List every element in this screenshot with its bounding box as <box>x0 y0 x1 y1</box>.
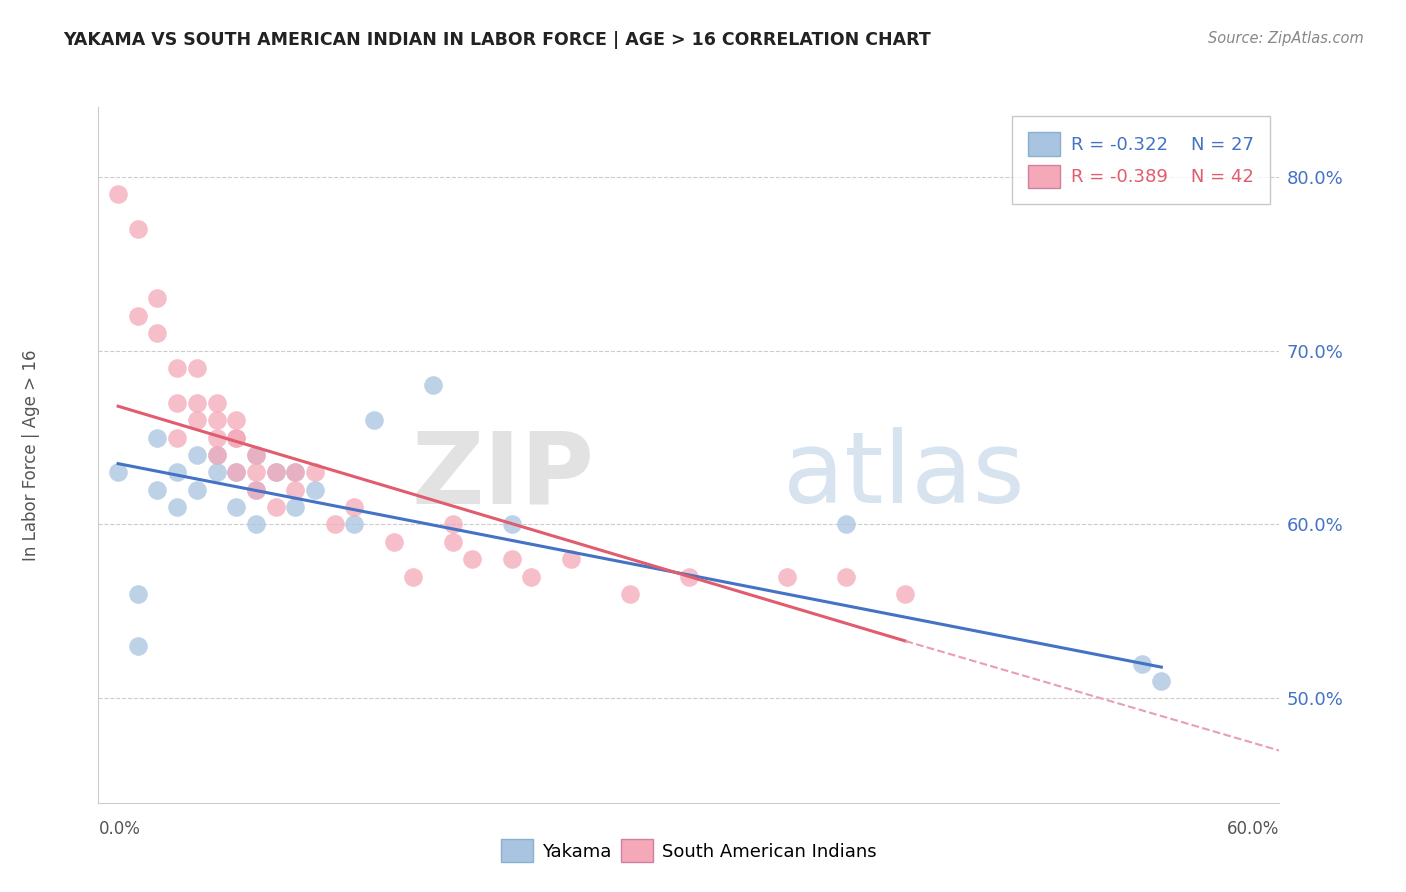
Point <box>166 430 188 444</box>
Point <box>1130 657 1153 671</box>
Point <box>1150 673 1173 688</box>
Point <box>225 465 247 479</box>
Point <box>402 570 425 584</box>
Point <box>245 448 267 462</box>
Text: YAKAMA VS SOUTH AMERICAN INDIAN IN LABOR FORCE | AGE > 16 CORRELATION CHART: YAKAMA VS SOUTH AMERICAN INDIAN IN LABOR… <box>63 31 931 49</box>
Point <box>186 413 208 427</box>
Point <box>894 587 917 601</box>
Point <box>127 221 149 235</box>
Point <box>501 552 523 566</box>
Text: ZIP: ZIP <box>412 427 595 524</box>
Point <box>284 465 307 479</box>
Point <box>441 534 464 549</box>
Point <box>186 361 208 376</box>
Point <box>323 517 346 532</box>
Point <box>245 517 267 532</box>
Text: 0.0%: 0.0% <box>98 820 141 838</box>
Point <box>225 465 247 479</box>
Point <box>284 500 307 514</box>
Text: In Labor Force | Age > 16: In Labor Force | Age > 16 <box>22 349 39 561</box>
Point <box>146 483 169 497</box>
Point <box>205 448 228 462</box>
Point <box>382 534 405 549</box>
Point <box>678 570 700 584</box>
Point <box>205 448 228 462</box>
Point <box>835 517 858 532</box>
Point <box>304 483 326 497</box>
Point <box>304 465 326 479</box>
Point <box>343 517 366 532</box>
Point <box>264 465 287 479</box>
Point <box>225 430 247 444</box>
Point <box>560 552 582 566</box>
Point <box>835 570 858 584</box>
Text: Source: ZipAtlas.com: Source: ZipAtlas.com <box>1208 31 1364 46</box>
Point <box>225 430 247 444</box>
Point <box>422 378 444 392</box>
Point <box>225 413 247 427</box>
Point <box>461 552 484 566</box>
Legend: Yakama, South American Indians: Yakama, South American Indians <box>494 832 884 870</box>
Point <box>441 517 464 532</box>
Point <box>205 465 228 479</box>
Point <box>205 430 228 444</box>
Text: 60.0%: 60.0% <box>1227 820 1279 838</box>
Point <box>264 465 287 479</box>
Point <box>619 587 641 601</box>
Point <box>363 413 385 427</box>
Point <box>127 639 149 653</box>
Point <box>245 465 267 479</box>
Point <box>501 517 523 532</box>
Point <box>146 326 169 341</box>
Point <box>245 483 267 497</box>
Legend: R = -0.322    N = 27, R = -0.389    N = 42: R = -0.322 N = 27, R = -0.389 N = 42 <box>1011 116 1271 204</box>
Point <box>127 309 149 323</box>
Point <box>127 587 149 601</box>
Point <box>146 291 169 305</box>
Point <box>166 361 188 376</box>
Point <box>343 500 366 514</box>
Text: atlas: atlas <box>783 427 1025 524</box>
Point <box>166 465 188 479</box>
Point <box>107 186 129 201</box>
Point <box>245 448 267 462</box>
Point <box>264 500 287 514</box>
Point <box>205 395 228 409</box>
Point <box>225 500 247 514</box>
Point <box>186 395 208 409</box>
Point <box>205 413 228 427</box>
Point <box>284 483 307 497</box>
Point <box>186 448 208 462</box>
Point <box>284 465 307 479</box>
Point <box>776 570 799 584</box>
Point <box>146 430 169 444</box>
Point <box>166 500 188 514</box>
Point <box>520 570 543 584</box>
Point <box>166 395 188 409</box>
Point <box>186 483 208 497</box>
Point <box>245 483 267 497</box>
Point <box>107 465 129 479</box>
